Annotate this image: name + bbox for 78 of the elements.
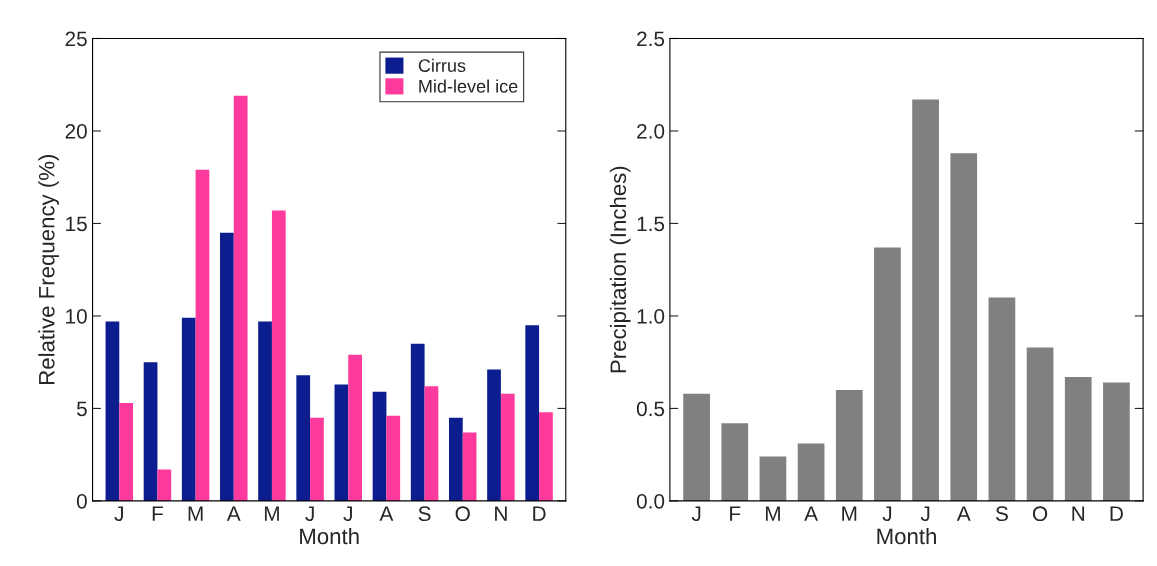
x-tick-label: A [226,506,241,521]
y-tick-label: 25 [65,31,87,47]
bar [835,389,863,501]
x-tick-label: N [1072,506,1085,521]
y-tick-label: 20 [65,123,87,139]
x-tick-label: J [305,506,314,522]
x-tick-label: F [152,506,163,521]
x-tick-label: M [765,506,780,521]
x-axis-title: Month [300,527,359,545]
x-tick-label: M [264,506,279,521]
x-axis-title: Month [877,527,936,545]
x-tick-label: S [995,506,1008,522]
bar [195,169,210,501]
bar [105,321,120,501]
x-tick-label: F [730,506,741,521]
bar [310,417,324,501]
y-tick-label: 1.0 [637,308,665,324]
bar [181,317,196,501]
x-tick-label: M [842,506,857,521]
bar [410,343,425,501]
x-tick-label: D [1110,506,1123,521]
bar [258,321,272,501]
y-tick-label: 5 [76,401,87,417]
bar [334,384,349,501]
x-tick-label: M [188,506,203,521]
y-tick-label: 2.0 [637,123,665,139]
legend-label: Cirrus [418,58,466,72]
bar [372,391,387,501]
bar [912,99,939,501]
x-tick-label: J [920,506,930,522]
bar [500,393,515,501]
bar [525,325,540,501]
x-tick-label: O [1032,506,1048,522]
bar [759,456,787,501]
y-axis-title: Precipitation (Inches) [609,166,631,373]
x-tick-label: D [533,506,546,521]
x-tick-label: A [804,506,818,521]
bar [348,354,362,501]
y-tick-label: 1.5 [637,216,665,232]
y-tick-label: 0 [76,493,87,509]
bar [950,153,978,501]
bar [386,415,401,501]
bar [157,469,172,501]
bar [220,232,234,501]
x-tick-label: N [495,506,507,521]
x-tick-label: J [882,506,892,522]
bar [683,393,710,501]
bar [296,375,311,501]
x-tick-label: J [691,506,701,522]
x-tick-label: S [418,506,431,522]
y-axis-title: Relative Frequency (%) [38,154,59,384]
bar [539,412,553,501]
bar [874,247,901,501]
x-tick-label: A [379,506,394,521]
legend-label: Mid-level ice [419,79,518,93]
bar [119,402,134,501]
bar [271,210,286,501]
bar [797,443,825,501]
y-tick-label: 15 [66,216,87,232]
bar [1026,347,1054,501]
y-tick-label: 10 [66,308,87,324]
bar [988,297,1016,501]
y-tick-label: 0.0 [636,493,665,509]
bar [424,386,439,501]
bar [487,369,501,501]
bar [233,95,248,501]
bar [143,362,158,501]
y-tick-label: 0.5 [636,401,665,417]
x-tick-label: A [956,506,971,521]
bar [1103,382,1130,501]
x-tick-label: J [114,506,123,522]
x-tick-label: O [455,506,470,522]
x-tick-label: J [343,506,352,522]
bar [721,423,749,501]
y-tick-label: 2.5 [637,31,665,47]
bar [462,432,477,501]
bar [1064,376,1092,501]
bar [449,417,463,501]
